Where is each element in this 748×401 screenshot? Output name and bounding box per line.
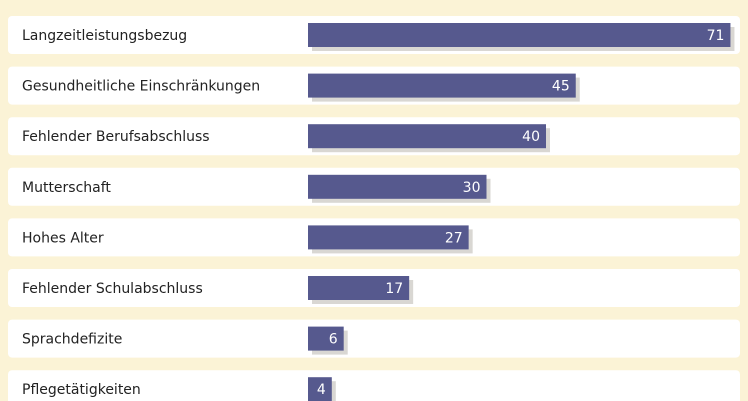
row-background — [8, 370, 740, 401]
category-label: Sprachdefizite — [22, 332, 122, 348]
bar — [308, 174, 487, 199]
bar — [308, 276, 410, 300]
category-label: Fehlender Schulabschluss — [22, 281, 203, 297]
value-label: 17 — [385, 281, 403, 297]
category-label: Fehlender Berufsabschluss — [22, 129, 210, 145]
bar — [308, 326, 344, 351]
bar — [308, 23, 731, 47]
bar — [308, 73, 576, 98]
value-label: 40 — [522, 129, 540, 145]
category-label: Mutterschaft — [22, 180, 111, 196]
value-label: 71 — [707, 28, 725, 44]
category-label: Langzeitleistungsbezug — [22, 28, 187, 44]
value-label: 4 — [317, 382, 326, 398]
category-label: Hohes Alter — [22, 230, 104, 246]
value-label: 27 — [445, 230, 463, 246]
bar — [308, 377, 332, 401]
bar — [308, 124, 546, 149]
value-label: 45 — [552, 79, 570, 95]
value-label: 30 — [463, 180, 481, 196]
value-label: 6 — [329, 332, 338, 348]
bar — [308, 225, 469, 250]
category-label: Pflegetätigkeiten — [22, 382, 141, 398]
row-background — [8, 319, 740, 358]
category-label: Gesundheitliche Einschränkungen — [22, 79, 260, 95]
